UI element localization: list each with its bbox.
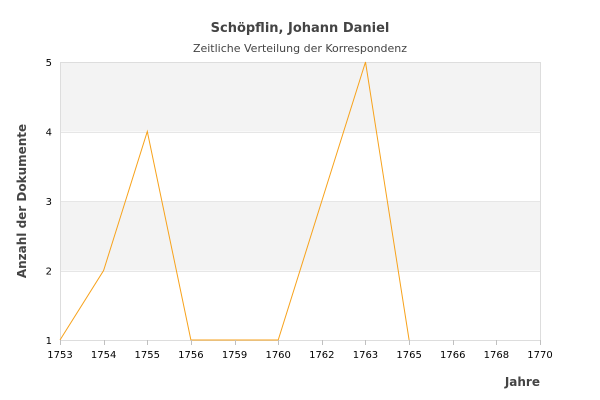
x-tick-label: 1759: [222, 350, 247, 361]
plot-band: [60, 201, 540, 271]
y-tick-label: 3: [46, 197, 52, 208]
y-tick-label: 1: [46, 336, 52, 347]
y-axis-ticks: 1 2 3 4 5: [46, 58, 52, 347]
x-tick-label: 1754: [91, 350, 116, 361]
chart-subtitle: Zeitliche Verteilung der Korrespondenz: [193, 42, 407, 55]
plot-band: [60, 62, 540, 132]
series-line-0: [59, 61, 410, 341]
x-axis-title: Jahre: [504, 375, 540, 389]
x-tick-label: 1766: [440, 350, 465, 361]
plot-frame: [60, 62, 541, 341]
y-tick-label: 5: [46, 58, 52, 69]
x-tick-label: 1768: [484, 350, 509, 361]
series-group: [59, 61, 410, 341]
x-tick-label: 1765: [396, 350, 421, 361]
x-tick-label: 1763: [353, 350, 378, 361]
x-axis-ticks: 1753 1754 1755 1756 1759 1760 1762 1763 1765 1766…: [47, 340, 553, 361]
x-tick-label: 1755: [135, 350, 160, 361]
x-tick-label: 1760: [265, 350, 290, 361]
x-tick-label: 1756: [178, 350, 203, 361]
x-tick-label: 1753: [47, 350, 72, 361]
plot-bands: [60, 62, 540, 271]
x-tick-label: 1770: [527, 350, 552, 361]
chart-title: Schöpflin, Johann Daniel: [211, 21, 390, 36]
x-tick-label: 1762: [309, 350, 334, 361]
y-tick-label: 2: [46, 267, 52, 278]
y-axis-title: Anzahl der Dokumente: [15, 124, 29, 278]
y-tick-label: 4: [46, 128, 52, 139]
